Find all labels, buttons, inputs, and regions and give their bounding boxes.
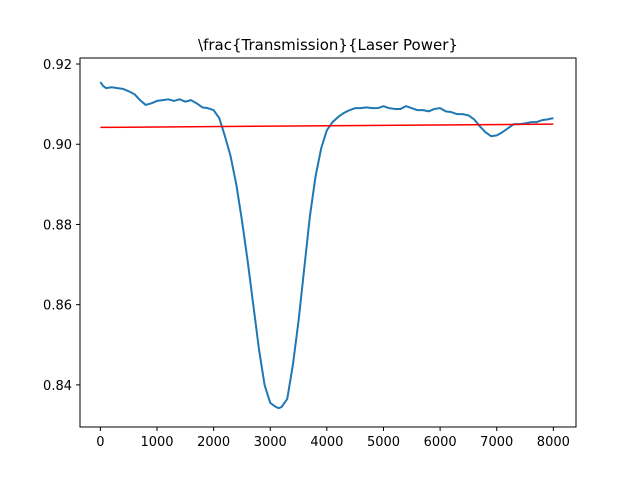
x-axis-ticks: 0 1000 2000 3000 4000 5000 6000 7000 8000 (96, 427, 570, 450)
y-tick-label: 0.90 (43, 138, 72, 153)
x-tick-label: 7000 (480, 435, 513, 450)
x-tick-label: 2000 (197, 435, 230, 450)
y-tick-label: 0.84 (43, 379, 72, 394)
x-tick-label: 0 (96, 435, 104, 450)
x-tick-label: 3000 (254, 435, 287, 450)
x-tick-label: 1000 (140, 435, 173, 450)
series-line-1 (99, 81, 554, 410)
plot-frame (79, 57, 577, 428)
chart-title: \frac{Transmission}{Laser Power} (198, 36, 458, 54)
x-tick-label: 8000 (537, 435, 570, 450)
y-tick-label: 0.92 (43, 58, 72, 73)
x-tick-label: 4000 (310, 435, 343, 450)
y-tick-label: 0.88 (43, 218, 72, 233)
y-tick-label: 0.86 (43, 299, 72, 314)
x-tick-label: 5000 (367, 435, 400, 450)
y-axis-ticks: 0.84 0.86 0.88 0.90 0.92 (43, 58, 80, 394)
x-tick-label: 6000 (424, 435, 457, 450)
series-line-2 (100, 123, 554, 129)
series-layer (99, 81, 554, 410)
